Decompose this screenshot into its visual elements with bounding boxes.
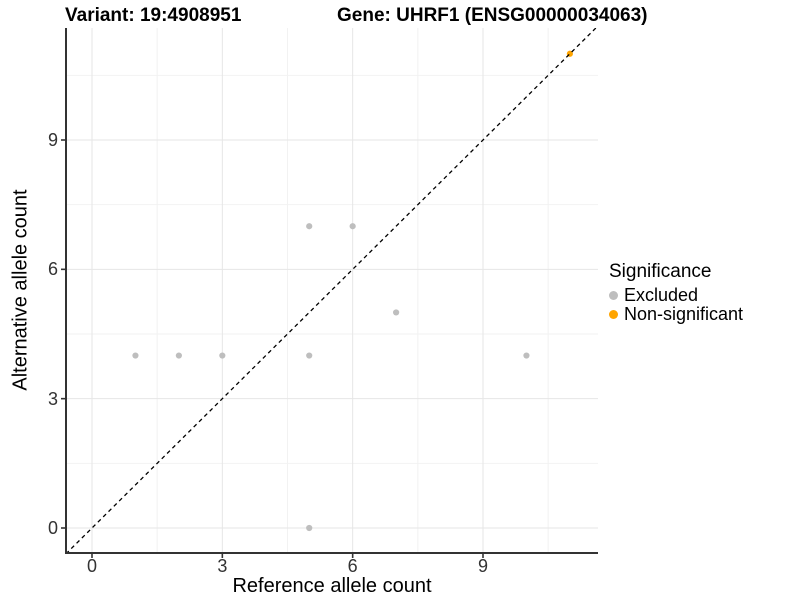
- legend-label-excluded: Excluded: [624, 285, 699, 305]
- legend-title: Significance: [609, 261, 712, 282]
- x-axis-title: Reference allele count: [232, 575, 432, 597]
- legend-dot-non-significant-icon: [609, 310, 618, 319]
- y-axis-title: Alternative allele count: [9, 189, 32, 391]
- y-tick-label: 3: [47, 388, 58, 409]
- y-tick-label: 9: [47, 130, 58, 150]
- y-tick-label: 0: [47, 518, 58, 538]
- data-point-excluded: [349, 223, 356, 230]
- plot-title-gene: Gene: UHRF1 (ENSG00000034063): [337, 5, 648, 26]
- legend: Significance Excluded Non-significant: [609, 261, 743, 324]
- data-point-excluded: [306, 223, 313, 230]
- data-point-excluded: [132, 352, 139, 359]
- identity-line: [66, 28, 597, 553]
- legend-dot-excluded-icon: [609, 291, 618, 300]
- plot-title-variant: Variant: 19:4908951: [65, 5, 242, 26]
- legend-label-non-significant: Non-significant: [624, 304, 744, 324]
- legend-item-non-significant: Non-significant: [609, 304, 744, 324]
- x-tick-label: 9: [477, 556, 488, 576]
- data-point-excluded: [393, 309, 400, 316]
- data-point-excluded: [523, 352, 530, 359]
- data-point-excluded: [219, 352, 226, 359]
- data-point-excluded: [306, 352, 313, 359]
- data-point-excluded: [175, 352, 182, 359]
- y-tick-label: 6: [47, 259, 58, 280]
- plot-panel: [66, 28, 598, 553]
- data-point-excluded: [306, 524, 313, 532]
- x-tick-label: 3: [217, 556, 228, 576]
- x-tick-label: 0: [86, 556, 97, 576]
- x-tick-label: 6: [347, 556, 358, 576]
- legend-item-excluded: Excluded: [609, 285, 743, 305]
